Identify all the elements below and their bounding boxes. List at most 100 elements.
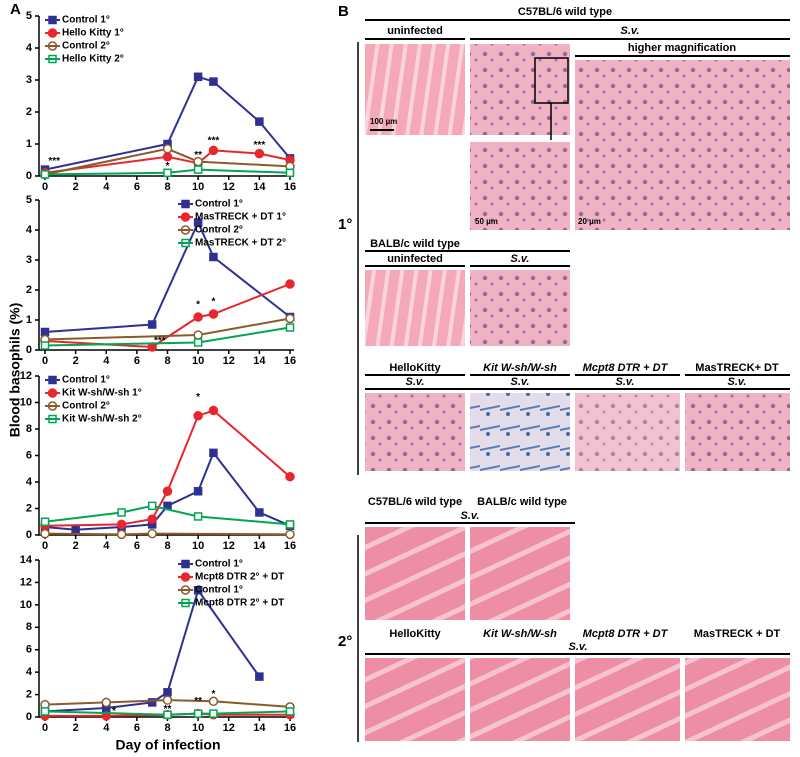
x-tick-label: 8 bbox=[164, 722, 170, 734]
y-tick-label: 8 bbox=[26, 621, 32, 633]
x-tick-label: 2 bbox=[73, 181, 79, 193]
micrograph bbox=[470, 658, 570, 741]
micrograph bbox=[470, 393, 570, 471]
legend-label: Control 2° bbox=[62, 41, 110, 52]
condition-label: S.v. bbox=[511, 253, 530, 265]
strain-label: MasTRECK + DT bbox=[694, 628, 781, 640]
y-tick-label: 4 bbox=[26, 42, 33, 54]
y-tick-label: 1 bbox=[26, 138, 32, 150]
point bbox=[162, 695, 173, 705]
point bbox=[162, 144, 173, 154]
strain-label: Mcpt8 DTR + DT bbox=[583, 362, 669, 374]
x-tick-label: 2 bbox=[73, 540, 79, 552]
significance: ** bbox=[194, 696, 202, 707]
x-tick-label: 10 bbox=[192, 355, 204, 367]
micrograph bbox=[470, 44, 570, 135]
point bbox=[255, 508, 264, 517]
point bbox=[193, 72, 203, 82]
point bbox=[254, 148, 265, 159]
strain-label: MasTRECK+ DT bbox=[695, 362, 779, 374]
micrograph bbox=[685, 393, 790, 471]
x-tick-label: 6 bbox=[134, 181, 140, 193]
significance: *** bbox=[254, 140, 266, 151]
x-tick-label: 0 bbox=[42, 181, 48, 193]
point bbox=[193, 218, 203, 227]
series-line bbox=[44, 504, 291, 526]
y-tick-label: 5 bbox=[26, 194, 32, 206]
legend-label: Control 1° bbox=[62, 15, 110, 26]
condition-label: S.v. bbox=[569, 641, 588, 653]
x-tick-label: 10 bbox=[192, 722, 204, 734]
y-tick-label: 12 bbox=[20, 370, 32, 382]
y-tick-label: 2 bbox=[26, 688, 32, 700]
condition-label: S.v. bbox=[461, 510, 480, 522]
y-tick-label: 5 bbox=[26, 10, 32, 22]
x-tick-label: 4 bbox=[103, 355, 110, 367]
point bbox=[101, 697, 111, 708]
point bbox=[208, 309, 219, 319]
y-tick-label: 0 bbox=[26, 170, 32, 182]
panel-b: B C57BL/6 wild type uninfected S.v. high… bbox=[338, 3, 790, 742]
legend-label: Kit W-sh/W-sh 2° bbox=[62, 414, 142, 425]
series-line bbox=[44, 588, 261, 713]
significance: * bbox=[196, 392, 200, 403]
point bbox=[209, 77, 218, 86]
legend-label: Mcpt8 DTR 2° + DT bbox=[195, 572, 284, 583]
y-tick-label: 0 bbox=[26, 529, 32, 541]
x-tick-label: 16 bbox=[284, 722, 296, 734]
point bbox=[285, 313, 295, 324]
point bbox=[193, 338, 203, 347]
group-title: C57BL/6 wild type bbox=[518, 6, 612, 18]
group-label: 2° bbox=[338, 633, 352, 650]
x-tick-label: 2 bbox=[73, 355, 79, 367]
point bbox=[285, 471, 295, 482]
y-tick-label: 0 bbox=[26, 344, 32, 356]
point bbox=[163, 168, 172, 178]
micrograph bbox=[575, 393, 680, 471]
point bbox=[209, 252, 218, 262]
group-title: BALB/c wild type bbox=[477, 496, 567, 508]
condition-label: S.v. bbox=[728, 376, 747, 388]
series-line bbox=[44, 149, 291, 174]
x-tick-label: 10 bbox=[192, 540, 204, 552]
significance: ** bbox=[164, 704, 172, 715]
condition-label: S.v. bbox=[616, 376, 635, 388]
micrograph bbox=[365, 527, 465, 620]
x-tick-label: 6 bbox=[134, 540, 140, 552]
condition-label: S.v. bbox=[406, 376, 425, 388]
x-tick-label: 0 bbox=[42, 540, 48, 552]
significance: ** bbox=[194, 150, 202, 161]
x-tick-label: 16 bbox=[284, 540, 296, 552]
legend-label: MasTRECK + DT 2° bbox=[195, 238, 286, 249]
y-tick-label: 2 bbox=[26, 502, 32, 514]
y-tick-label: 1 bbox=[26, 314, 32, 326]
point bbox=[193, 586, 203, 595]
point bbox=[285, 323, 295, 332]
point bbox=[163, 688, 172, 697]
legend-label: Hello Kitty 1° bbox=[62, 28, 124, 39]
point bbox=[40, 341, 50, 350]
y-tick-label: 10 bbox=[20, 599, 32, 611]
x-tick-label: 4 bbox=[103, 540, 110, 552]
point bbox=[71, 525, 80, 534]
legend-label: MasTRECK + DT 1° bbox=[195, 212, 286, 223]
x-tick-label: 6 bbox=[134, 355, 140, 367]
micrograph bbox=[365, 658, 465, 741]
micrograph bbox=[365, 393, 465, 471]
micrograph bbox=[685, 658, 790, 741]
significance: * bbox=[112, 706, 116, 717]
x-tick-label: 8 bbox=[164, 355, 170, 367]
condition-label: S.v. bbox=[511, 376, 530, 388]
x-tick-label: 14 bbox=[253, 540, 266, 552]
strain-label: Kit W-sh/W-sh bbox=[483, 628, 557, 640]
y-tick-label: 14 bbox=[20, 554, 33, 566]
significance: *** bbox=[208, 135, 220, 146]
point bbox=[40, 528, 50, 539]
point bbox=[209, 448, 218, 458]
y-tick-label: 10 bbox=[20, 396, 32, 408]
significance: * bbox=[166, 161, 170, 172]
x-tick-label: 6 bbox=[134, 722, 140, 734]
point bbox=[147, 528, 157, 539]
x-tick-label: 0 bbox=[42, 722, 48, 734]
